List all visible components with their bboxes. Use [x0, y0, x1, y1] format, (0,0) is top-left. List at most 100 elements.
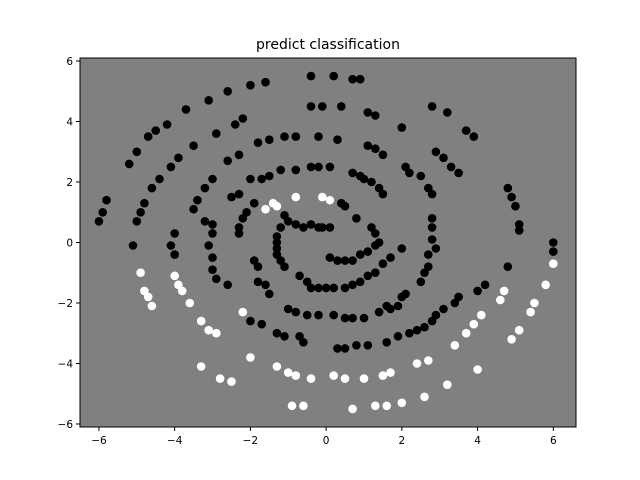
data-point [208, 253, 217, 262]
x-tick-label: −2 [243, 435, 258, 447]
data-point [549, 238, 558, 247]
data-point [280, 262, 289, 272]
data-point [223, 280, 232, 290]
data-point [189, 204, 198, 214]
data-point [208, 174, 217, 184]
data-point [291, 132, 301, 141]
data-point [299, 338, 308, 347]
data-point [265, 171, 274, 181]
x-tick-label: −6 [91, 435, 107, 447]
data-point [230, 120, 240, 129]
data-point [526, 307, 535, 317]
data-point [473, 286, 482, 296]
data-point [283, 368, 293, 377]
data-point [280, 132, 289, 141]
data-point [189, 141, 198, 150]
data-point [181, 105, 191, 114]
data-point [329, 371, 339, 380]
data-point [147, 183, 157, 193]
data-point [136, 208, 145, 217]
data-point [549, 247, 558, 256]
data-point [420, 268, 429, 278]
data-point [132, 147, 142, 157]
data-point [443, 380, 452, 390]
data-point [393, 332, 403, 341]
data-point [174, 153, 183, 163]
y-axis: −6 −4 −2 0 2 4 6 [58, 56, 80, 431]
data-point [257, 174, 267, 184]
data-point [196, 362, 206, 371]
data-point [314, 132, 323, 141]
data-point [234, 229, 244, 238]
data-point [276, 223, 286, 232]
data-point [291, 165, 301, 175]
data-point [530, 298, 539, 308]
data-point [246, 80, 255, 90]
data-point [329, 71, 339, 81]
x-tick-label: 0 [323, 435, 330, 447]
data-point [363, 108, 373, 117]
data-point [265, 135, 274, 144]
data-point [446, 162, 456, 172]
data-point [541, 280, 550, 290]
data-point [359, 313, 369, 323]
data-point [461, 328, 471, 338]
data-point [329, 283, 339, 293]
data-point [234, 223, 244, 232]
data-point [427, 235, 437, 244]
data-point [431, 244, 441, 253]
data-point [170, 250, 179, 259]
data-point [261, 77, 270, 87]
data-point [128, 241, 138, 250]
data-point [416, 277, 426, 287]
y-tick-label: −2 [58, 298, 73, 310]
data-point [204, 241, 213, 250]
data-point [378, 150, 388, 160]
data-point [352, 341, 361, 350]
data-point [397, 123, 407, 132]
data-point [185, 298, 195, 308]
data-point [147, 301, 157, 311]
data-point [355, 250, 365, 259]
data-point [424, 250, 433, 259]
data-point [283, 217, 293, 226]
data-point [333, 135, 342, 144]
data-point [363, 247, 373, 256]
data-point [291, 371, 301, 380]
data-point [393, 301, 403, 311]
data-point [371, 268, 380, 278]
data-point [378, 259, 388, 269]
data-point [212, 274, 221, 284]
data-point [253, 138, 263, 147]
data-point [283, 304, 293, 314]
data-point [337, 102, 346, 111]
data-point [234, 189, 244, 199]
data-point [412, 359, 422, 368]
data-point [253, 262, 263, 272]
data-point [212, 328, 221, 338]
data-point [405, 328, 414, 338]
data-point [299, 401, 308, 411]
data-point [291, 307, 301, 317]
data-point [170, 271, 179, 281]
data-point [136, 268, 145, 278]
data-point [272, 244, 282, 253]
data-point [238, 114, 248, 123]
data-point [340, 344, 350, 353]
data-point [325, 162, 335, 172]
data-point [363, 271, 373, 281]
x-axis: −6 −4 −2 0 2 4 6 [91, 427, 557, 447]
data-point [306, 220, 316, 229]
data-point [204, 96, 213, 105]
data-point [367, 177, 376, 187]
data-point [503, 262, 513, 272]
data-point [94, 217, 104, 226]
data-point [374, 307, 384, 317]
y-tick-label: 6 [66, 56, 73, 68]
data-point [461, 126, 471, 135]
data-point [223, 87, 232, 96]
data-point [196, 316, 206, 326]
data-point [420, 322, 429, 332]
data-point [371, 144, 380, 153]
data-point [265, 289, 274, 299]
